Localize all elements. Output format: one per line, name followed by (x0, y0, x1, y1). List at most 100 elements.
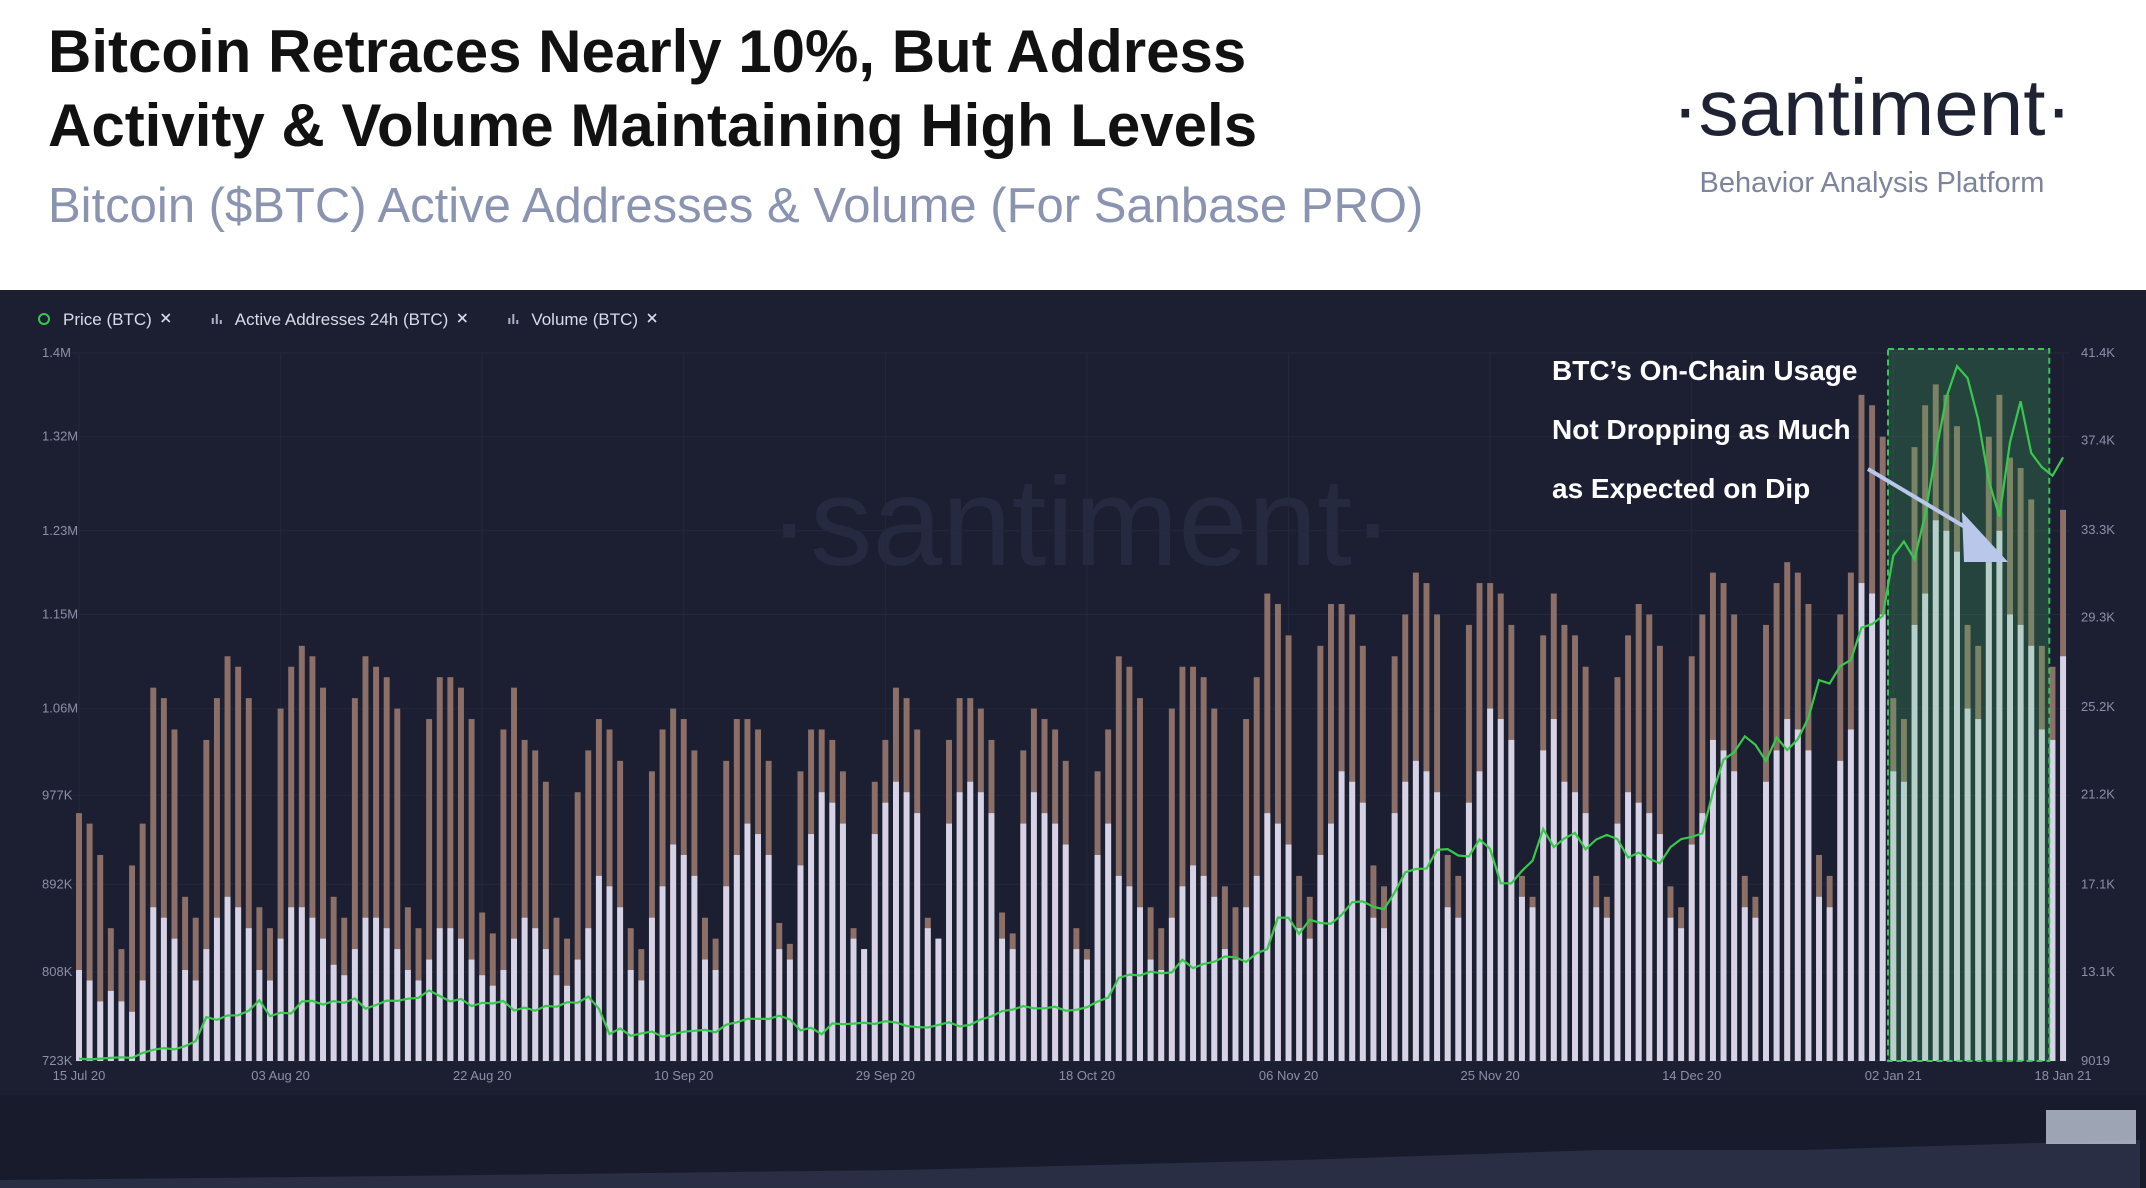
bar (1709, 739, 1716, 1061)
y2-tick-label: 29.3K (2081, 610, 2115, 625)
bar (245, 928, 252, 1061)
bar (1434, 792, 1441, 1061)
bar (744, 823, 751, 1061)
bar (86, 980, 93, 1061)
y2-tick-label: 37.4K (2081, 432, 2115, 447)
x-tick-label: 18 Jan 21 (2035, 1068, 2092, 1083)
bar (139, 980, 146, 1061)
bar (97, 854, 104, 1061)
legend-close[interactable] (647, 313, 657, 323)
x-tick-label: 10 Sep 20 (654, 1068, 713, 1083)
bar (1200, 875, 1207, 1061)
bar (129, 865, 136, 1061)
legend-icon (512, 314, 515, 324)
bar (373, 917, 380, 1061)
bar (1816, 896, 1823, 1061)
bar (808, 834, 815, 1061)
legend-icon (219, 320, 222, 324)
legend-close[interactable] (457, 313, 467, 323)
y-tick-label: 808K (42, 964, 73, 979)
bar (1794, 729, 1801, 1061)
subtitle: Bitcoin ($BTC) Active Addresses & Volume… (48, 179, 1423, 233)
y-tick-label: 1.23M (42, 523, 78, 538)
annotation-arrowhead (1962, 512, 2008, 562)
bar (298, 645, 305, 1061)
bar (542, 781, 549, 1061)
bar (171, 729, 178, 1061)
annotation-text: Not Dropping as Much (1552, 414, 1851, 445)
bar (1062, 844, 1069, 1061)
title: Activity & Volume Maintaining High Level… (48, 92, 1257, 159)
bar (150, 687, 157, 1061)
bar (1274, 823, 1281, 1061)
y2-tick-label: 17.1K (2081, 876, 2115, 891)
bar (1741, 907, 1748, 1061)
bar (383, 928, 390, 1061)
bar (1052, 823, 1059, 1061)
bar (670, 844, 677, 1061)
bar (76, 970, 82, 1061)
legend-label: Volume (BTC) (531, 310, 638, 329)
bar (1688, 844, 1695, 1061)
x-tick-label: 15 Jul 20 (53, 1068, 106, 1083)
bar (1370, 917, 1377, 1061)
bar (532, 750, 539, 1061)
bar (2038, 729, 2045, 1061)
bar (1328, 823, 1334, 1061)
bar (1614, 823, 1621, 1061)
bar (468, 719, 475, 1061)
bar (2007, 614, 2013, 1061)
bar (97, 1001, 104, 1061)
legend-close[interactable] (161, 313, 171, 323)
bar (2049, 739, 2056, 1061)
bar (447, 928, 454, 1061)
bar (574, 959, 581, 1061)
bar (426, 959, 433, 1061)
legend-label: Price (BTC) (63, 310, 152, 329)
y-tick-label: 723K (42, 1053, 73, 1068)
bar (946, 823, 952, 1061)
bar (1243, 907, 1250, 1061)
bar (1083, 959, 1090, 1061)
y2-tick-label: 21.2K (2081, 787, 2115, 802)
bar (150, 907, 157, 1061)
bar (245, 698, 252, 1061)
bar (1731, 771, 1738, 1061)
legend-icon (215, 314, 218, 324)
bar (797, 865, 804, 1061)
bar (224, 656, 231, 1061)
legend-label: Active Addresses 24h (BTC) (235, 310, 449, 329)
bar (861, 949, 868, 1061)
bar (1561, 781, 1568, 1061)
bar (956, 792, 963, 1061)
bar (213, 917, 220, 1061)
bar (511, 687, 517, 1061)
bar (1476, 771, 1483, 1061)
bar (1317, 645, 1324, 1061)
bar (1953, 551, 1960, 1061)
bar (500, 970, 507, 1061)
bar (2017, 624, 2024, 1061)
bar (521, 739, 528, 1061)
bar (1306, 938, 1313, 1061)
bar (426, 719, 433, 1061)
bar (1179, 886, 1186, 1061)
bar (1190, 666, 1197, 1061)
bar (1635, 802, 1642, 1061)
bar (1996, 530, 2003, 1061)
bar (1094, 854, 1101, 1061)
bar (627, 970, 634, 1061)
bar (1317, 854, 1324, 1061)
bar (288, 666, 295, 1061)
bar (320, 687, 327, 1061)
bar (1837, 760, 1844, 1061)
watermark: ·santiment· (768, 453, 1393, 592)
y-tick-label: 977K (42, 787, 73, 802)
bar (277, 938, 284, 1061)
bar (1879, 614, 1886, 1061)
bar (457, 687, 464, 1061)
bar (511, 938, 517, 1061)
x-tick-label: 25 Nov 20 (1460, 1068, 1519, 1083)
bar (1720, 750, 1727, 1061)
bar (1391, 813, 1398, 1061)
